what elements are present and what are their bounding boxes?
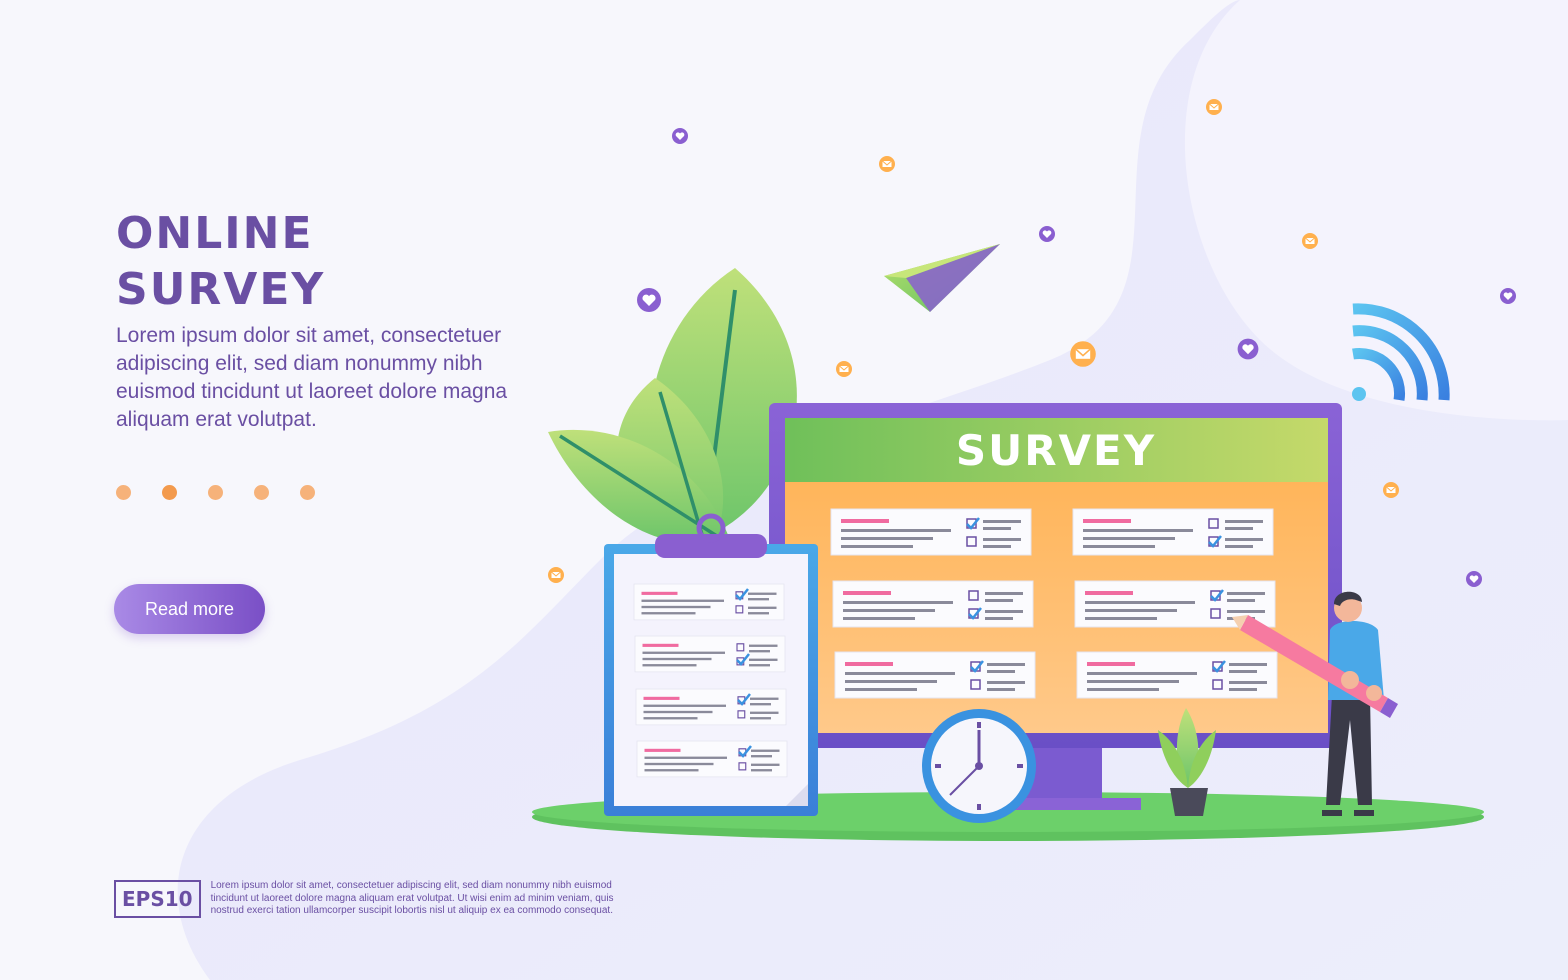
heart-icon [1237, 338, 1259, 360]
page-title: ONLINE SURVEY [116, 206, 325, 318]
heart-icon [1039, 226, 1055, 242]
survey-question [834, 651, 1036, 699]
leaf-icon [548, 268, 797, 560]
carousel-dot[interactable] [208, 485, 223, 500]
title-line-1: ONLINE [116, 208, 314, 259]
carousel-dots [116, 485, 315, 500]
carousel-dot[interactable] [300, 485, 315, 500]
clipboard-question [634, 635, 786, 673]
footer-text: Lorem ipsum dolor sit amet, consectetuer… [210, 880, 614, 917]
monitor-title: SURVEY [956, 426, 1156, 475]
carousel-dot[interactable] [254, 485, 269, 500]
title-line-2: SURVEY [116, 264, 326, 315]
mail-icon [1382, 481, 1400, 499]
clipboard-question [635, 688, 787, 726]
clipboard-icon [604, 513, 818, 816]
footer: EPS10 Lorem ipsum dolor sit amet, consec… [114, 880, 631, 918]
mail-icon [878, 155, 896, 173]
hero-description: Lorem ipsum dolor sit amet, consectetuer… [116, 324, 508, 431]
survey-question [1076, 651, 1278, 699]
heart-icon [1500, 288, 1516, 304]
survey-question [1072, 508, 1274, 556]
eps-badge: EPS10 [114, 880, 201, 918]
mail-icon [1069, 340, 1097, 368]
clock-icon [922, 709, 1036, 823]
mail-icon [835, 360, 853, 378]
clipboard-question [633, 583, 785, 621]
clipboard-question [636, 740, 788, 778]
heart-icon [637, 288, 661, 312]
survey-question [832, 580, 1034, 628]
person-with-pencil [1232, 591, 1398, 816]
read-more-button[interactable]: Read more [114, 584, 265, 634]
carousel-dot-active[interactable] [162, 485, 177, 500]
mail-icon [547, 566, 565, 584]
survey-question [830, 508, 1032, 556]
wifi-icon [1352, 303, 1450, 401]
plant-icon [1158, 708, 1216, 816]
heart-icon [1466, 571, 1482, 587]
heart-icon [672, 128, 688, 144]
monitor: SURVEY [769, 403, 1342, 810]
mail-icon [1301, 232, 1319, 250]
paper-plane-icon [884, 244, 1000, 312]
carousel-dot[interactable] [116, 485, 131, 500]
mail-icon [1205, 98, 1223, 116]
